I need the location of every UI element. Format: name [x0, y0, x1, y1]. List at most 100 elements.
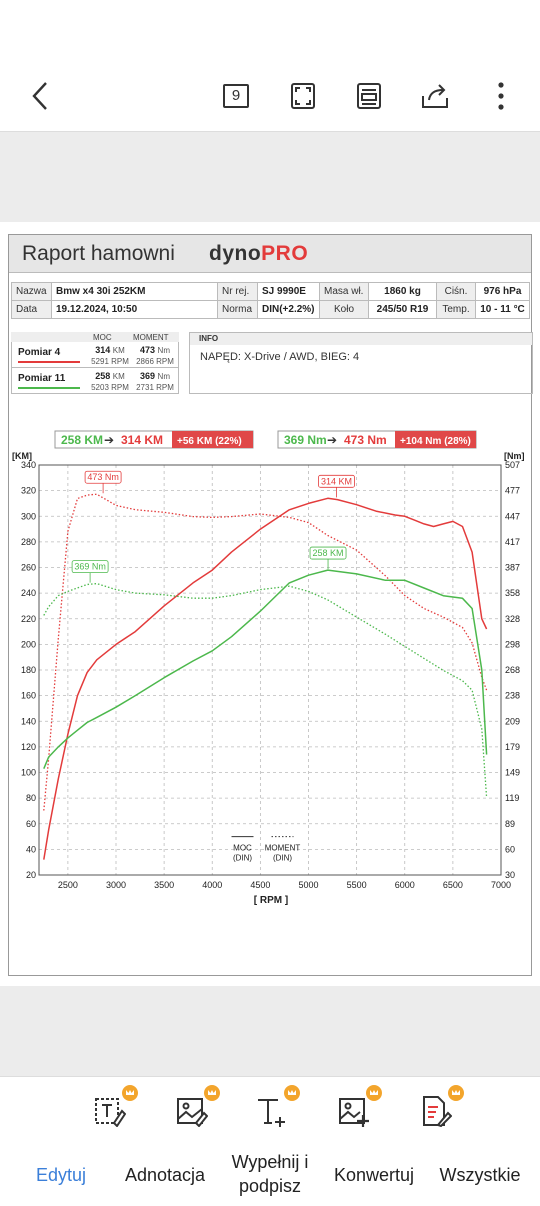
value-plate: SJ 9990E — [257, 282, 320, 301]
power-summary-to: 314 KM — [121, 433, 163, 447]
y-axis-right-label: [Nm] — [504, 451, 525, 461]
x-tick: 3000 — [106, 880, 126, 890]
x-tick: 7000 — [491, 880, 511, 890]
peak-label-box — [309, 546, 347, 560]
value-name: Bmw x4 30i 252KM — [51, 282, 218, 301]
premium-crown-icon — [366, 1085, 382, 1101]
torque-summary-delta: +104 Nm (28%) — [400, 436, 471, 447]
measurements-table: MOC MOMENT Pomiar 4 314 KM 5291 RPM 473 N… — [11, 332, 179, 394]
image-edit-tool[interactable] — [176, 1085, 220, 1129]
power-summary-delta-bg — [172, 431, 253, 448]
y-tick-left: 280 — [21, 537, 36, 547]
label-norm: Norma — [217, 300, 258, 319]
legend-solid-label: MOC — [233, 844, 252, 853]
y-tick-left: 100 — [21, 768, 36, 778]
y-tick-left: 120 — [21, 742, 36, 752]
page-count-button[interactable]: 9 — [216, 76, 256, 116]
measurement-torque: 473 Nm 2866 RPM — [136, 345, 174, 366]
y-tick-left: 300 — [21, 511, 36, 521]
y-tick-left: 320 — [21, 486, 36, 496]
y-tick-right: 387 — [505, 563, 520, 573]
y-tick-right: 358 — [505, 588, 520, 598]
peak-label: 369 Nm — [74, 562, 106, 572]
page-count-icon: 9 — [223, 84, 249, 108]
x-axis-label: [ RPM ] — [254, 895, 288, 905]
page-layout-button[interactable] — [349, 76, 389, 116]
y-tick-right: 447 — [505, 511, 520, 521]
add-image-tool[interactable] — [338, 1085, 382, 1129]
more-button[interactable] — [481, 76, 521, 116]
add-image-icon — [339, 1098, 369, 1127]
share-button[interactable] — [415, 76, 455, 116]
y-tick-right: 209 — [505, 716, 520, 726]
nav-annotation[interactable]: Adnotacja — [124, 1165, 206, 1185]
document-viewer[interactable]: Raport hamowni dynoPRO Nazwa Bmw x4 30i … — [0, 132, 540, 1076]
y-tick-right: 179 — [505, 742, 520, 752]
plot-frame — [38, 464, 502, 876]
value-temp: 10 - 11 °C — [475, 300, 530, 319]
pdf-edit-tool[interactable] — [420, 1085, 464, 1129]
y-tick-left: 340 — [21, 460, 36, 470]
nav-all[interactable]: Wszystkie — [439, 1165, 521, 1185]
torque-summary-to: 473 Nm — [344, 433, 387, 447]
value-wheel: 245/50 R19 — [368, 300, 437, 319]
label-wheel: Koło — [319, 300, 369, 319]
torque-summary-arrow: ➔ — [327, 433, 337, 447]
dyno-chart: 258 KM ➔ 314 KM +56 KM (22%) 369 Nm ➔ 473 Nm +1… — [9, 425, 531, 906]
label-temp: Temp. — [436, 300, 476, 319]
nav-convert[interactable]: Konwertuj — [333, 1165, 415, 1185]
report-header: Raport hamowni dynoPRO — [9, 235, 531, 273]
x-tick: 5000 — [298, 880, 318, 890]
tools-bar — [0, 1076, 540, 1144]
dyno-report: Raport hamowni dynoPRO Nazwa Bmw x4 30i … — [8, 234, 533, 976]
measurement-row: Pomiar 11 258 KM 5203 RPM 369 Nm 2731 RPM — [11, 368, 179, 394]
y-tick-right: 149 — [505, 768, 520, 778]
header-moment: MOMENT — [133, 333, 169, 342]
legend-solid-label: (DIN) — [233, 854, 252, 863]
x-tick: 2500 — [58, 880, 78, 890]
vehicle-info-table: Nazwa Bmw x4 30i 252KM Nr rej. SJ 9990E … — [11, 282, 530, 319]
document-page: Raport hamowni dynoPRO Nazwa Bmw x4 30i … — [0, 222, 540, 986]
measurement-name: Pomiar 11 — [18, 373, 66, 384]
x-tick: 6500 — [443, 880, 463, 890]
torque-summary-from: 369 Nm — [284, 433, 327, 447]
label-pressure: Ciśn. — [436, 282, 476, 301]
fullscreen-icon — [291, 83, 315, 109]
value-pressure: 976 hPa — [475, 282, 530, 301]
info-box: INFO NAPĘD: X-Drive / AWD, BIEG: 4 — [189, 332, 533, 394]
premium-crown-icon — [284, 1085, 300, 1101]
value-date: 19.12.2024, 10:50 — [51, 300, 218, 319]
add-text-tool[interactable] — [256, 1085, 300, 1129]
torque-summary-delta-bg — [395, 431, 476, 448]
x-tick: 6000 — [395, 880, 415, 890]
report-title: Raport hamowni — [22, 242, 175, 265]
peak-label-box — [71, 560, 109, 574]
y-tick-right: 477 — [505, 486, 520, 496]
premium-crown-icon — [448, 1085, 464, 1101]
image-edit-icon — [177, 1098, 208, 1127]
back-button[interactable] — [20, 76, 60, 116]
nav-edit[interactable]: Edytuj — [35, 1165, 87, 1185]
y-tick-right: 507 — [505, 460, 520, 470]
measurements-header: MOC MOMENT — [11, 332, 179, 342]
peak-label-box — [318, 474, 355, 488]
y-tick-right: 417 — [505, 537, 520, 547]
text-edit-tool[interactable] — [94, 1085, 138, 1129]
table-row: Data 19.12.2024, 10:50 Norma DIN(+2.2%) … — [11, 300, 530, 319]
y-tick-right: 268 — [505, 665, 520, 675]
legend-dotted-label: MOMENT — [265, 844, 301, 853]
y-tick-left: 40 — [26, 844, 36, 854]
y-tick-right: 238 — [505, 691, 520, 701]
fullscreen-button[interactable] — [283, 76, 323, 116]
y-tick-right: 119 — [505, 793, 519, 803]
chart-svg: 258 KM ➔ 314 KM +56 KM (22%) 369 Nm ➔ 473 Nm +1… — [12, 430, 525, 906]
y-tick-right: 89 — [505, 819, 515, 829]
measurement-row: Pomiar 4 314 KM 5291 RPM 473 Nm 2866 RPM — [11, 342, 179, 368]
y-tick-left: 140 — [21, 716, 36, 726]
nav-fill-sign[interactable]: Wypełnij i podpisz — [231, 1152, 309, 1196]
x-tick: 5500 — [347, 880, 367, 890]
pdf-edit-icon — [423, 1096, 452, 1127]
table-row: Nazwa Bmw x4 30i 252KM Nr rej. SJ 9990E … — [11, 282, 530, 301]
dynopro-logo: dynoPRO — [209, 242, 309, 265]
y-tick-left: 20 — [26, 870, 36, 880]
